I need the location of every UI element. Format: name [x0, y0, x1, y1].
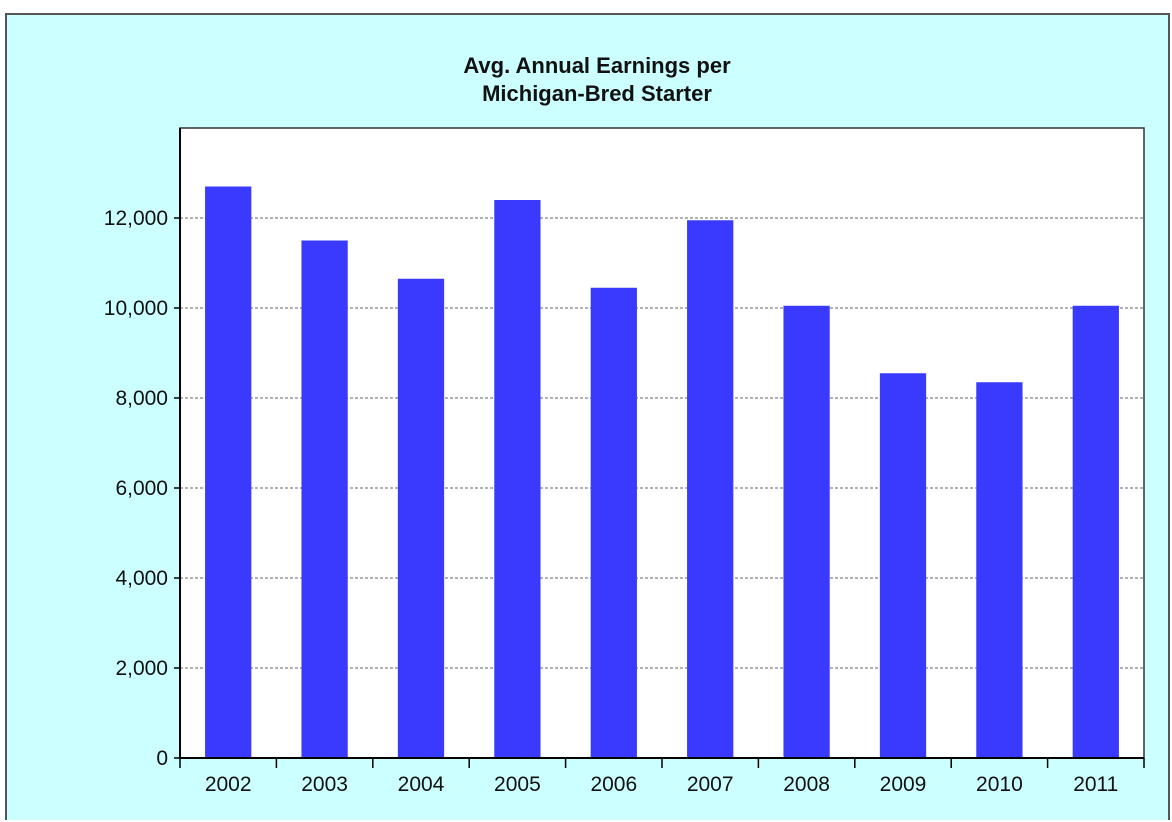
y-tick-label: 6,000 — [115, 477, 168, 500]
bar-2004 — [397, 278, 445, 758]
bar-2010 — [976, 382, 1023, 758]
x-tick-label: 2003 — [301, 773, 348, 796]
chart-frame: Avg. Annual Earnings per Michigan-Bred S… — [5, 13, 1170, 820]
bar-2009 — [879, 373, 927, 758]
y-tick-label: 12,000 — [104, 207, 168, 230]
bar-2007 — [687, 220, 734, 758]
y-tick-label: 4,000 — [115, 567, 168, 590]
bar-2011 — [1072, 305, 1119, 758]
x-tick-label: 2011 — [1073, 773, 1118, 796]
bar-2005 — [494, 200, 541, 758]
y-tick-label: 10,000 — [104, 297, 168, 320]
x-tick-label: 2002 — [205, 773, 252, 796]
x-axis-tick-labels: 2002 2003 2004 2005 2006 2007 2008 2009 2010 2011 — [205, 773, 1119, 796]
bar-2008 — [783, 305, 830, 758]
x-tick-label: 2010 — [976, 773, 1023, 796]
bar-2006 — [590, 287, 637, 758]
x-tick-label: 2007 — [687, 773, 734, 796]
bar-2003 — [301, 240, 348, 758]
chart-title-line-2: Michigan-Bred Starter — [482, 81, 712, 106]
y-axis-tick-labels: 0 2,000 4,000 6,000 8,000 10,000 12,000 — [104, 207, 168, 770]
y-tick-label: 2,000 — [115, 657, 168, 680]
x-tick-label: 2008 — [783, 773, 830, 796]
chart-title-line-1: Avg. Annual Earnings per — [463, 53, 731, 78]
bar-2002 — [205, 186, 252, 758]
x-tick-label: 2005 — [494, 773, 541, 796]
axes — [174, 127, 1145, 768]
y-tick-label: 0 — [156, 747, 168, 770]
bars — [205, 186, 1119, 758]
x-tick-label: 2004 — [398, 773, 445, 796]
bar-chart: Avg. Annual Earnings per Michigan-Bred S… — [104, 53, 1145, 796]
y-tick-label: 8,000 — [115, 387, 168, 410]
x-tick-label: 2009 — [880, 773, 927, 796]
x-tick-label: 2006 — [590, 773, 637, 796]
